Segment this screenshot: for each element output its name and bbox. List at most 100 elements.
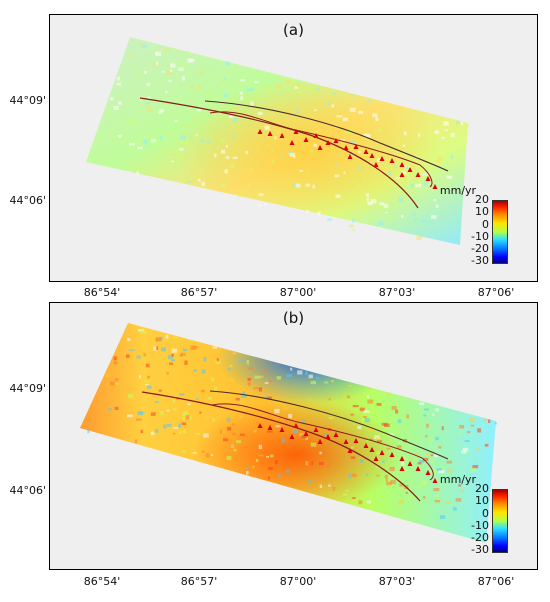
displacement-pixel <box>165 134 169 137</box>
displacement-pixel <box>189 59 196 62</box>
displacement-pixel <box>240 96 244 101</box>
displacement-pixel <box>179 393 185 396</box>
displacement-pixel <box>438 469 445 474</box>
station-marker <box>353 144 359 149</box>
displacement-pixel <box>211 377 215 382</box>
station-marker <box>407 461 413 466</box>
displacement-pixel <box>401 171 407 175</box>
displacement-pixel <box>159 109 164 113</box>
displacement-pixel <box>285 418 288 423</box>
displacement-pixel <box>305 371 308 376</box>
displacement-pixel <box>238 360 241 363</box>
displacement-pixel <box>189 451 195 454</box>
displacement-pixel <box>247 184 250 188</box>
displacement-pixel <box>245 151 249 154</box>
displacement-pixel <box>327 101 330 106</box>
displacement-pixel <box>367 399 374 404</box>
displacement-pixel <box>312 184 316 189</box>
displacement-pixel <box>180 62 185 66</box>
displacement-pixel <box>268 476 271 480</box>
displacement-pixel <box>335 194 341 198</box>
displacement-pixel <box>290 135 293 140</box>
displacement-pixel <box>359 407 365 412</box>
displacement-pixel <box>365 193 370 197</box>
displacement-pixel <box>344 129 348 135</box>
displacement-pixel <box>137 74 142 78</box>
displacement-pixel <box>344 489 349 492</box>
lat-label-a-1: 44°09' <box>9 94 46 107</box>
displacement-pixel <box>171 153 177 156</box>
displacement-pixel <box>382 460 385 463</box>
displacement-pixel <box>268 380 273 383</box>
displacement-pixel <box>184 360 188 365</box>
displacement-pixel <box>401 215 404 218</box>
displacement-pixel <box>179 147 184 151</box>
lon-label-a-4: 87°03' <box>378 286 416 299</box>
displacement-pixel <box>418 460 425 463</box>
displacement-pixel <box>314 109 317 112</box>
displacement-pixel <box>424 408 429 411</box>
displacement-pixel <box>130 119 136 124</box>
displacement-pixel <box>350 456 356 459</box>
displacement-pixel <box>197 108 202 112</box>
displacement-pixel <box>352 228 355 232</box>
displacement-pixel <box>195 432 200 435</box>
displacement-pixel <box>286 469 290 473</box>
displacement-pixel <box>140 429 144 434</box>
displacement-pixel <box>127 338 131 342</box>
displacement-pixel <box>425 453 430 455</box>
displacement-pixel <box>350 446 354 449</box>
displacement-pixel <box>150 412 156 416</box>
displacement-pixel <box>317 211 321 216</box>
displacement-pixel <box>447 468 453 473</box>
displacement-pixel <box>403 165 408 168</box>
lon-label-b-1: 86°54' <box>83 575 121 588</box>
displacement-pixel <box>171 353 174 357</box>
station-marker <box>333 432 339 437</box>
displacement-pixel <box>388 171 392 176</box>
displacement-pixel <box>253 387 259 390</box>
displacement-pixel <box>278 76 282 80</box>
displacement-pixel <box>165 150 171 154</box>
displacement-pixel <box>171 359 175 362</box>
displacement-pixel <box>314 130 319 133</box>
displacement-pixel <box>397 419 402 424</box>
lon-label-b-3: 87°00' <box>279 575 317 588</box>
displacement-pixel <box>436 159 441 163</box>
displacement-pixel <box>349 224 354 228</box>
station-marker <box>363 443 369 448</box>
colorbar-tick-a-4: -20 <box>471 242 489 255</box>
displacement-pixel <box>223 77 227 80</box>
displacement-pixel <box>232 423 235 426</box>
displacement-pixel <box>423 181 429 186</box>
displacement-pixel <box>227 426 232 431</box>
station-marker <box>373 456 379 461</box>
displacement-pixel <box>161 70 165 73</box>
displacement-pixel <box>433 199 437 202</box>
displacement-pixel <box>434 130 440 134</box>
station-marker <box>325 140 331 145</box>
station-marker <box>279 427 285 432</box>
displacement-pixel <box>158 111 162 114</box>
displacement-pixel <box>295 83 301 87</box>
station-marker <box>303 137 309 142</box>
displacement-pixel <box>349 103 352 107</box>
displacement-pixel <box>264 203 268 206</box>
displacement-pixel <box>201 369 206 374</box>
colorbar-tick-b-1: 10 <box>475 494 489 507</box>
displacement-pixel <box>136 171 139 176</box>
displacement-pixel <box>221 81 225 84</box>
displacement-pixel <box>207 397 212 400</box>
displacement-pixel <box>310 150 314 154</box>
fault-trace-main-a <box>139 97 419 209</box>
station-marker <box>399 172 405 177</box>
displacement-pixel <box>137 411 144 416</box>
colorbar-tick-a-0: 20 <box>475 193 489 206</box>
displacement-pixel <box>146 82 151 87</box>
displacement-pixel <box>477 447 480 452</box>
displacement-pixel <box>477 428 482 433</box>
displacement-pixel <box>278 473 281 478</box>
map-panel-a: (a) <box>49 14 538 282</box>
station-marker <box>317 439 323 444</box>
displacement-pixel <box>444 179 451 183</box>
